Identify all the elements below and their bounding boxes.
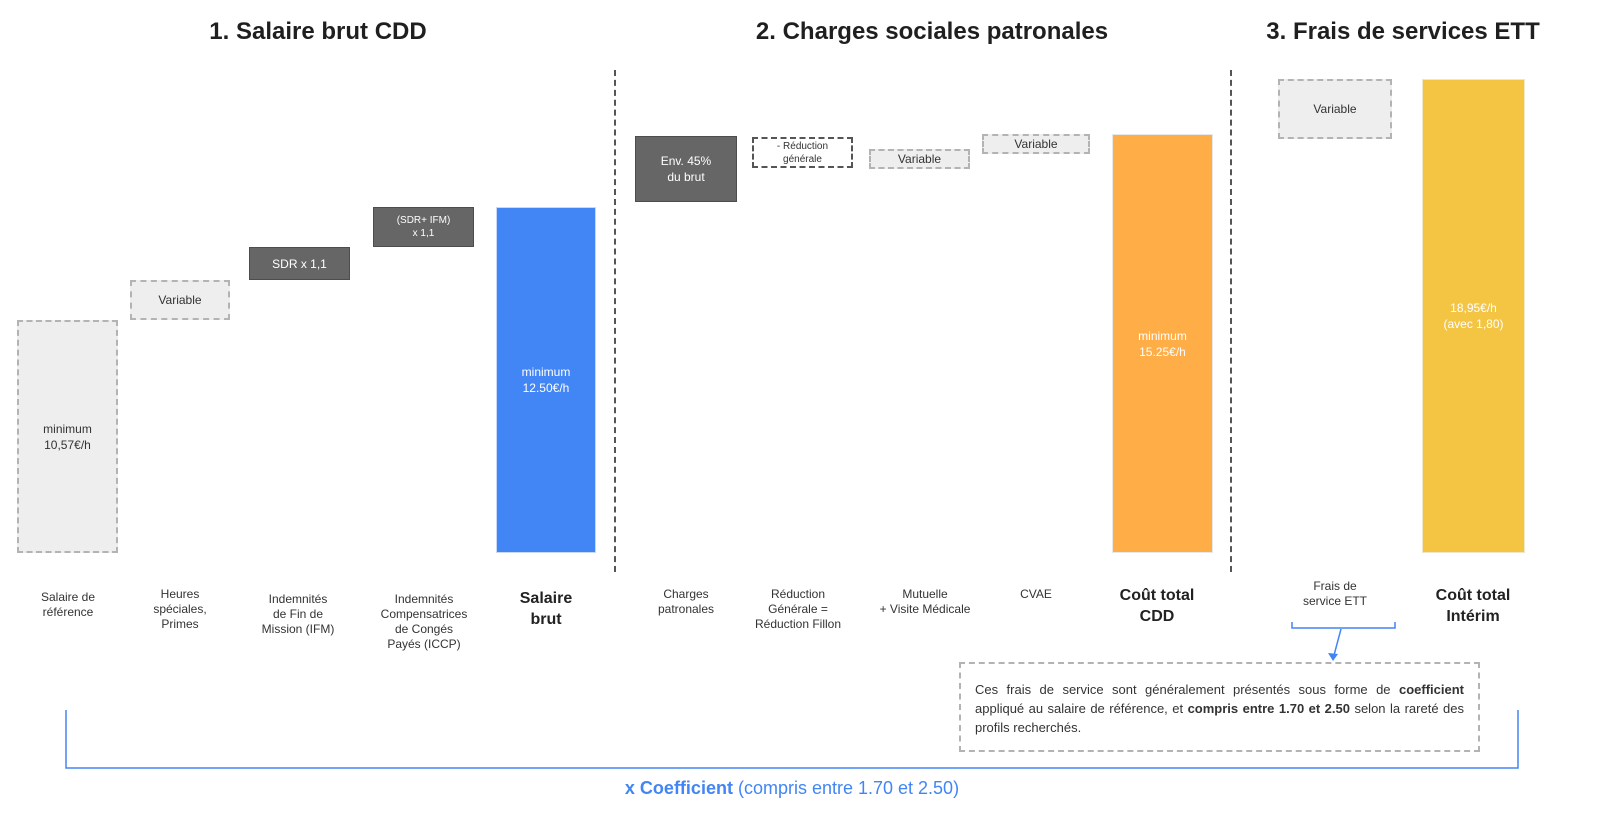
box-mutuelle: Variable <box>869 149 970 169</box>
note-text-bold1: coefficient <box>1398 682 1464 697</box>
label-reduction-generale: Réduction Générale = Réduction Fillon <box>754 587 842 631</box>
box-heures-speciales: Variable <box>130 280 230 320</box>
label-iccp: Indemnités Compensatrices de Congés Payé… <box>380 592 468 651</box>
footer-coefficient-bold: x Coefficient <box>624 778 733 798</box>
box-salaire-brut: minimum 12.50€/h <box>496 207 596 553</box>
label-heures-speciales: Heures spéciales, Primes <box>153 587 207 631</box>
box-iccp: (SDR+ IFM) x 1,1 <box>373 207 474 247</box>
separator-section-1-2 <box>614 70 616 572</box>
box-cout-total-cdd: minimum 15.25€/h <box>1112 134 1213 553</box>
coefficient-bracket <box>65 710 1519 769</box>
box-frais-service-ett: Variable <box>1278 79 1392 139</box>
label-ifm: Indemnités de Fin de Mission (IFM) <box>261 592 335 636</box>
section-title-charges-sociales: 2. Charges sociales patronales <box>755 18 1109 45</box>
box-cout-total-interim: 18,95€/h (avec 1,80) <box>1422 79 1525 553</box>
section-title-frais-services: 3. Frais de services ETT <box>1266 18 1540 45</box>
label-cvae: CVAE <box>1020 587 1052 601</box>
box-salaire-reference: minimum 10,57€/h <box>17 320 118 553</box>
label-salaire-reference: Salaire de référence <box>40 590 96 619</box>
note-text-bold2: compris entre 1.70 et 2.50 <box>1187 701 1350 716</box>
label-frais-service-ett: Frais de service ETT <box>1302 579 1368 608</box>
frais-arrow-head <box>1328 653 1338 661</box>
footer-coefficient-range: (compris entre 1.70 et 2.50) <box>732 778 960 798</box>
label-charges-patronales: Charges patronales <box>657 587 715 616</box>
label-mutuelle: Mutuelle + Visite Médicale <box>879 587 971 616</box>
box-cvae: Variable <box>982 134 1090 154</box>
box-charges-patronales: Env. 45% du brut <box>635 136 737 202</box>
note-frais-service: Ces frais de service sont généralement p… <box>959 662 1480 752</box>
frais-bracket <box>1291 622 1396 629</box>
box-ifm: SDR x 1,1 <box>249 247 350 280</box>
label-salaire-brut: Salaire brut <box>519 590 573 628</box>
section-title-salaire-brut: 1. Salaire brut CDD <box>209 18 427 45</box>
note-text-part1: Ces frais de service sont généralement p… <box>975 682 1399 697</box>
box-reduction-generale: - Réduction générale <box>752 137 853 168</box>
label-cout-total-cdd: Coût total CDD <box>1119 587 1195 625</box>
separator-section-2-3 <box>1230 70 1232 572</box>
note-text-part2: appliqué au salaire de référence, et <box>975 701 1188 716</box>
label-cout-total-interim: Coût total Intérim <box>1435 587 1511 625</box>
footer-coefficient: x Coefficient (compris entre 1.70 et 2.5… <box>0 778 1584 799</box>
note-text-part3: selon la rareté des profils recherchés. <box>975 701 1464 735</box>
